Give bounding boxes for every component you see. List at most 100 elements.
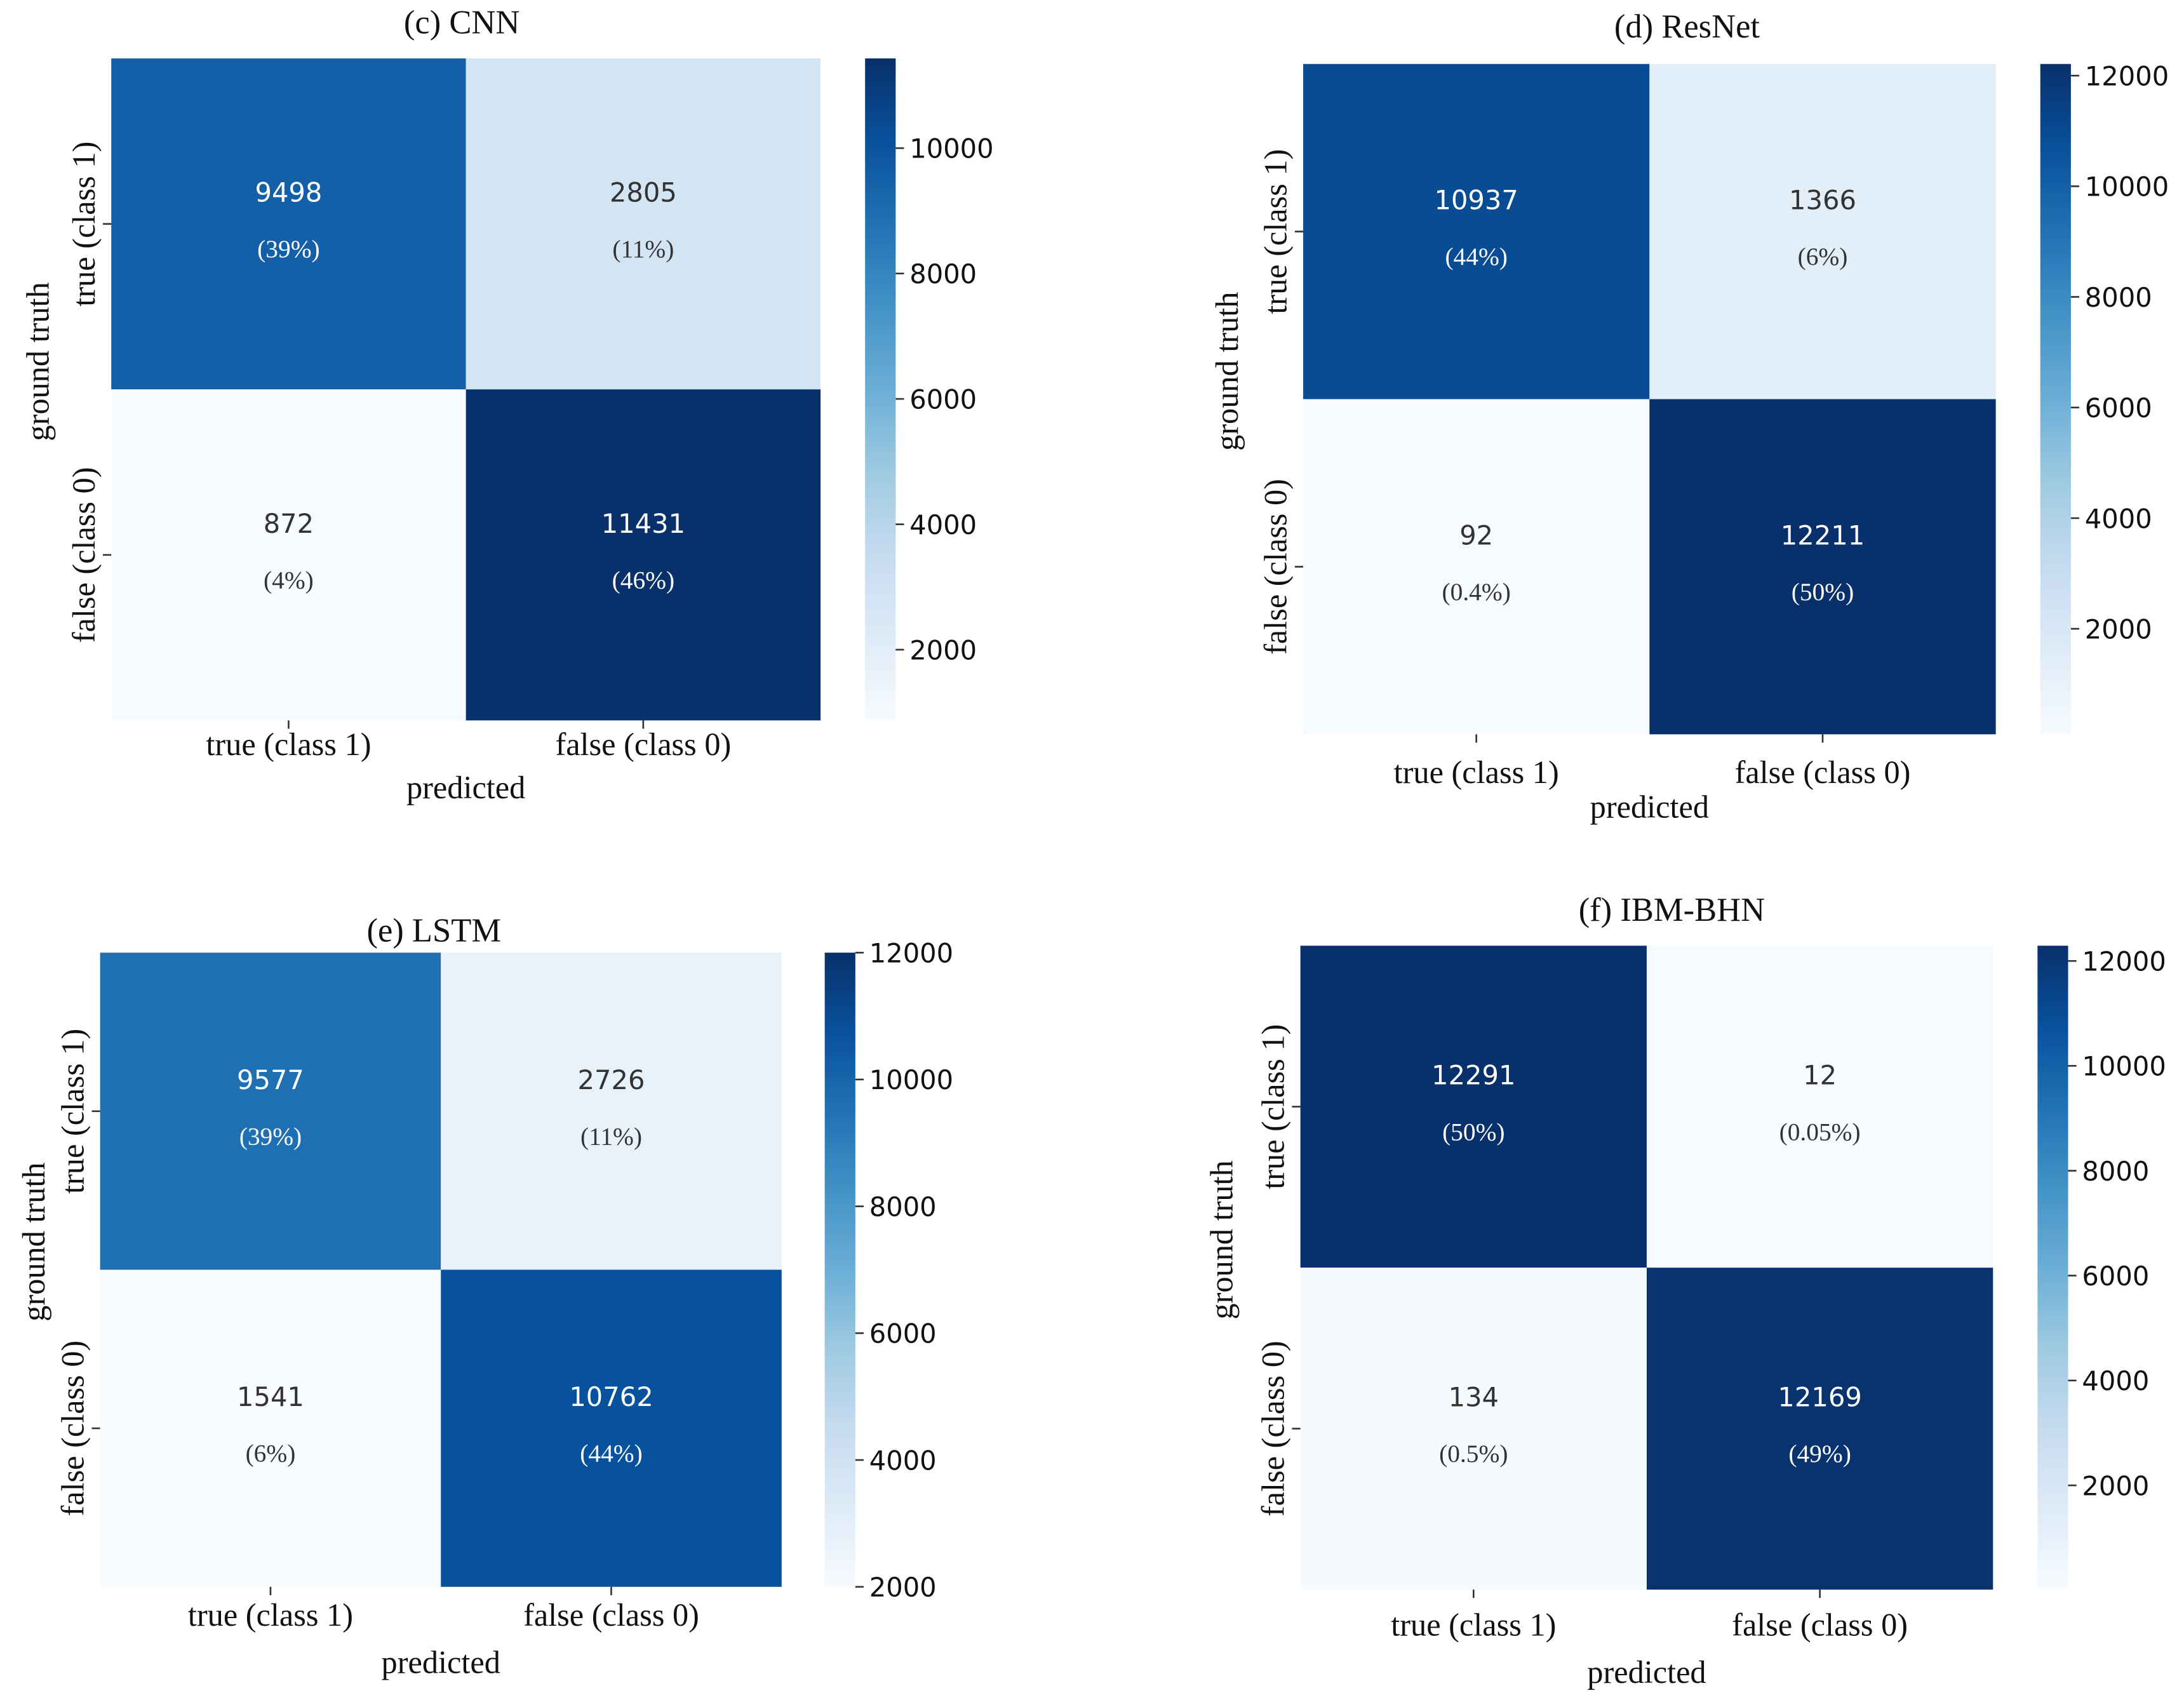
colorbar-tick-label: 8000 — [869, 1191, 937, 1222]
cell-count-label: 12 — [1803, 1060, 1837, 1091]
cell-percent-label: (4%) — [264, 566, 314, 594]
cell-count-label: 134 — [1449, 1382, 1499, 1413]
colorbar-tick-label: 10000 — [2082, 1051, 2166, 1082]
cell-percent-label: (11%) — [580, 1122, 642, 1150]
cell-count-label: 10762 — [569, 1381, 653, 1412]
cell-percent-label: (6%) — [1798, 243, 1848, 271]
x-tick-label: false (class 0) — [1732, 1607, 1908, 1642]
colorbar-tick-label: 10000 — [869, 1064, 953, 1095]
cell-percent-label: (39%) — [257, 235, 319, 263]
cell-percent-label: (11%) — [612, 235, 674, 263]
colorbar — [2040, 64, 2071, 735]
x-tick-label: true (class 1) — [1391, 1607, 1556, 1642]
heatmap-cell — [1649, 399, 1996, 735]
y-tick-label: false (class 0) — [55, 1341, 90, 1516]
cell-count-label: 92 — [1459, 519, 1493, 551]
colorbar-tick-label: 12000 — [869, 937, 953, 968]
cell-count-label: 2805 — [610, 177, 677, 208]
confusion-matrix-panel-1: (c) CNN 9498 (39%) 2805 (11%) 872 (4%) 11431 (46… — [20, 4, 994, 806]
y-tick-label: true (class 1) — [55, 1029, 90, 1194]
cell-percent-label: (50%) — [1442, 1118, 1504, 1146]
cell-count-label: 12291 — [1431, 1060, 1515, 1091]
y-tick-label: true (class 1) — [1255, 1024, 1290, 1189]
colorbar-tick-label: 4000 — [2085, 503, 2152, 534]
x-tick-label: false (class 0) — [1735, 754, 1911, 790]
cell-percent-label: (0.4%) — [1442, 578, 1511, 606]
cell-count-label: 9498 — [255, 177, 322, 208]
y-tick-label: false (class 0) — [1255, 1341, 1290, 1516]
colorbar-tick-label: 12000 — [2082, 946, 2166, 977]
colorbar-tick-label: 12000 — [2085, 60, 2169, 91]
x-axis-label: predicted — [406, 770, 525, 805]
chart-title: (f) IBM-BHN — [1579, 892, 1765, 928]
cell-percent-label: (0.05%) — [1779, 1118, 1861, 1146]
cell-count-label: 11431 — [601, 508, 685, 539]
heatmap-cell — [1646, 946, 1993, 1268]
x-tick-label: false (class 0) — [523, 1597, 699, 1633]
heatmap-cell — [441, 953, 782, 1270]
cell-count-label: 12211 — [1781, 519, 1865, 551]
colorbar — [824, 953, 855, 1587]
colorbar-tick-label: 4000 — [2082, 1365, 2149, 1396]
y-tick-label: true (class 1) — [1258, 149, 1294, 314]
cell-count-label: 10937 — [1434, 185, 1518, 216]
x-tick-label: true (class 1) — [206, 726, 371, 762]
cell-percent-label: (46%) — [612, 566, 674, 594]
heatmap-cell — [1646, 1268, 1993, 1590]
cell-count-label: 2726 — [578, 1064, 645, 1095]
y-axis-label: ground truth — [16, 1162, 51, 1321]
colorbar-tick-label: 4000 — [869, 1445, 937, 1476]
heatmap-cell — [111, 58, 466, 390]
heatmap-cell — [1303, 64, 1650, 399]
colorbar-tick-label: 6000 — [2085, 392, 2152, 424]
heatmap-cell — [1649, 64, 1996, 399]
colorbar-tick-label: 2000 — [2082, 1470, 2149, 1501]
colorbar-tick-label: 10000 — [909, 133, 993, 164]
heatmap-cell — [111, 389, 466, 721]
cell-percent-label: (6%) — [246, 1440, 296, 1468]
x-axis-label: predicted — [1590, 789, 1709, 825]
x-tick-label: true (class 1) — [1394, 754, 1559, 790]
colorbar-tick-label: 10000 — [2085, 171, 2169, 203]
cell-count-label: 1366 — [1789, 185, 1856, 216]
colorbar-tick-label: 8000 — [2082, 1156, 2149, 1187]
colorbar-tick-label: 2000 — [909, 634, 977, 666]
heatmap-cell — [1300, 946, 1647, 1268]
chart-title: (c) CNN — [404, 4, 519, 41]
colorbar-tick-label: 6000 — [869, 1318, 937, 1349]
cell-percent-label: (44%) — [580, 1440, 642, 1468]
colorbar-tick-label: 4000 — [909, 509, 977, 540]
cell-count-label: 9577 — [237, 1064, 304, 1095]
confusion-matrix-panel-2: (d) ResNet 10937 (44%) 1366 (6%) 92 (0.4%) 1221… — [1209, 8, 2169, 825]
x-tick-label: true (class 1) — [188, 1597, 353, 1633]
colorbar-tick-label: 6000 — [2082, 1261, 2149, 1292]
heatmap-cell — [1300, 1268, 1647, 1590]
chart-title: (d) ResNet — [1614, 8, 1760, 45]
heatmap-cell — [466, 58, 821, 390]
colorbar-tick-label: 6000 — [909, 384, 977, 415]
y-tick-label: false (class 0) — [1258, 479, 1294, 655]
cell-percent-label: (39%) — [239, 1122, 302, 1150]
x-axis-label: predicted — [1587, 1654, 1706, 1690]
cell-percent-label: (49%) — [1788, 1440, 1851, 1468]
y-axis-label: ground truth — [1209, 292, 1245, 451]
cell-percent-label: (44%) — [1445, 243, 1507, 271]
heatmap-cell — [100, 953, 441, 1270]
y-tick-label: false (class 0) — [66, 467, 102, 643]
colorbar-tick-label: 2000 — [2085, 613, 2152, 645]
colorbar-tick-label: 2000 — [869, 1572, 937, 1603]
heatmap-cell — [100, 1269, 441, 1587]
heatmap-cell — [1303, 399, 1650, 735]
x-axis-label: predicted — [382, 1645, 500, 1680]
colorbar-tick-label: 8000 — [2085, 282, 2152, 313]
colorbar — [865, 58, 896, 721]
cell-percent-label: (50%) — [1792, 578, 1854, 606]
cell-count-label: 872 — [264, 508, 314, 539]
colorbar — [2037, 946, 2068, 1590]
y-tick-label: true (class 1) — [66, 142, 102, 307]
confusion-matrix-panel-3: (e) LSTM 9577 (39%) 2726 (11%) 1541 (6%) 10762 (… — [16, 913, 953, 1680]
confusion-matrix-panel-4: (f) IBM-BHN 12291 (50%) 12 (0.05%) 134 (0.5%) 1… — [1203, 892, 2166, 1690]
x-tick-label: false (class 0) — [555, 726, 731, 762]
cell-count-label: 1541 — [237, 1381, 304, 1412]
